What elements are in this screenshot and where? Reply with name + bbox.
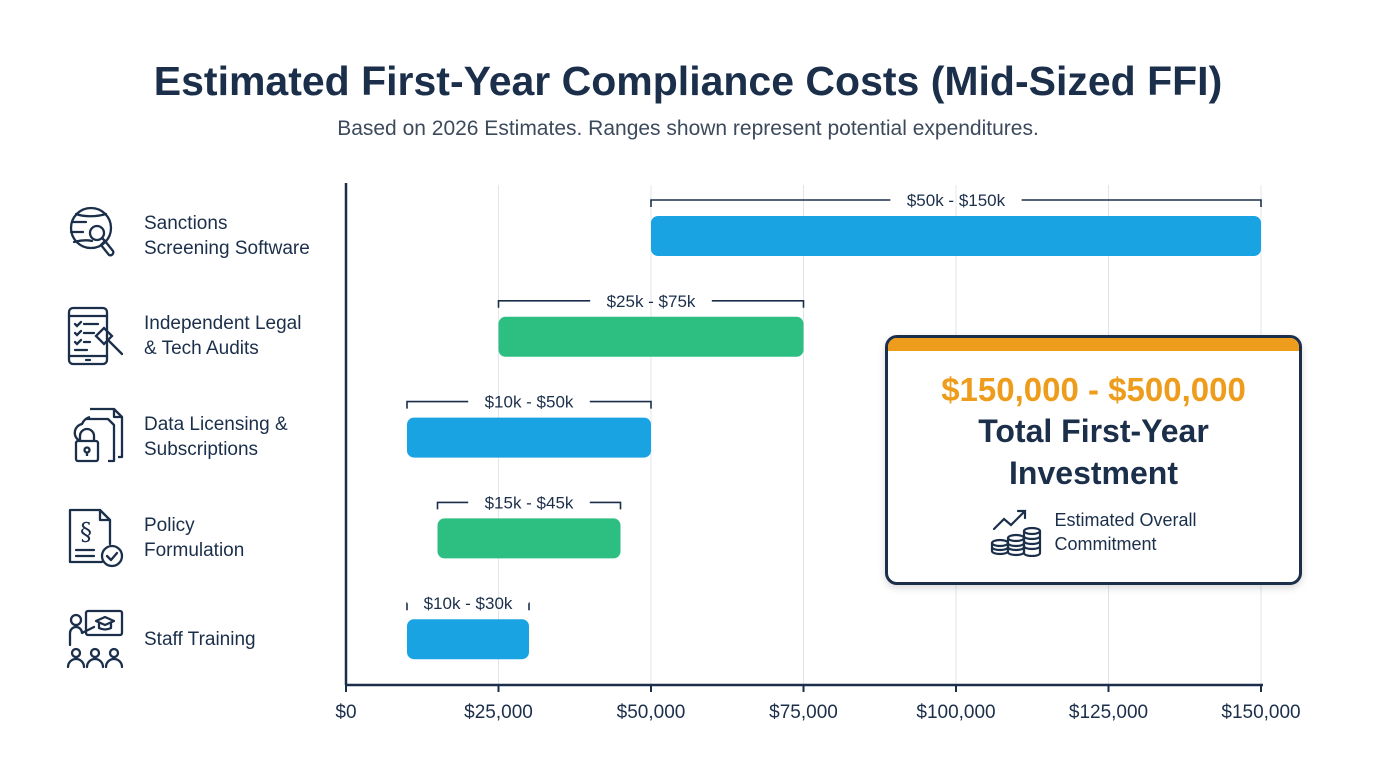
- range-bar: [407, 417, 651, 458]
- total-range: $150,000 - $500,000: [941, 371, 1246, 408]
- range-bracket: $50k - $150k: [650, 191, 1262, 210]
- category-label: Sanctions Screening Software: [144, 213, 310, 259]
- range-bracket: $15k - $45k: [436, 493, 622, 512]
- presenter-audience-icon: [66, 609, 124, 669]
- document-section-check-icon: §: [68, 508, 124, 568]
- range-bar: [498, 316, 804, 357]
- range-bracket: $25k - $75k: [497, 292, 805, 311]
- chart-subtitle: Based on 2026 Estimates. Ranges shown re…: [337, 117, 1039, 140]
- cloud-documents-lock-icon: [73, 407, 124, 463]
- card-heading-line2: Investment: [1009, 455, 1178, 491]
- category-legal-audits: Independent Legal & Tech Audits: [66, 306, 344, 366]
- range-label: $10k - $50k: [485, 393, 574, 412]
- svg-text:§: §: [80, 518, 92, 546]
- x-tick-label: $150,000: [1221, 702, 1300, 723]
- range-label: $15k - $45k: [485, 493, 574, 512]
- range-bracket: $10k - $30k: [406, 594, 530, 613]
- x-tick-label: $75,000: [769, 702, 838, 723]
- bracket-line: [436, 501, 622, 510]
- bracket-line: [406, 602, 530, 611]
- x-tick-label: $25,000: [464, 702, 533, 723]
- tablet-checklist-gavel-icon: [67, 306, 124, 366]
- category-label: Policy Formulation: [144, 515, 245, 561]
- category-sanctions-screening: Sanctions Screening Software: [66, 206, 344, 266]
- chart-title: Estimated First-Year Compliance Costs (M…: [153, 58, 1223, 104]
- category-label: Data Licensing & Subscriptions: [144, 414, 288, 460]
- category-label: Independent Legal & Tech Audits: [144, 313, 302, 359]
- range-bracket: $10k - $50k: [406, 393, 652, 412]
- range-bar: [651, 216, 1261, 256]
- bracket-line: [650, 199, 1262, 207]
- category-data-licensing: Data Licensing & Subscriptions: [66, 407, 344, 467]
- card-accent-bar: [888, 338, 1299, 351]
- x-tick-label: $50,000: [617, 702, 686, 723]
- x-tick-label: $0: [335, 702, 356, 723]
- category-label: Staff Training: [144, 628, 256, 650]
- range-bar: [407, 619, 529, 660]
- total-investment-card: $150,000 - $500,000 Total First-Year Inv…: [885, 335, 1302, 585]
- card-note: Estimated Overall Commitment: [1054, 510, 1197, 554]
- card-heading-line1: Total First-Year: [978, 413, 1209, 449]
- range-label: $50k - $150k: [907, 191, 1006, 210]
- category-staff-training: Staff Training: [66, 609, 344, 669]
- coins-growth-icon: [991, 509, 1042, 557]
- range-label: $25k - $75k: [607, 292, 696, 311]
- category-policy-formulation: § Policy Formulation: [66, 508, 344, 568]
- globe-search-icon: [69, 206, 115, 257]
- x-tick-label: $100,000: [916, 702, 995, 723]
- range-label: $10k - $30k: [424, 594, 513, 613]
- bracket-line: [497, 300, 805, 308]
- x-tick-label: $125,000: [1069, 702, 1148, 723]
- bracket-line: [406, 400, 652, 409]
- range-bar: [437, 518, 621, 559]
